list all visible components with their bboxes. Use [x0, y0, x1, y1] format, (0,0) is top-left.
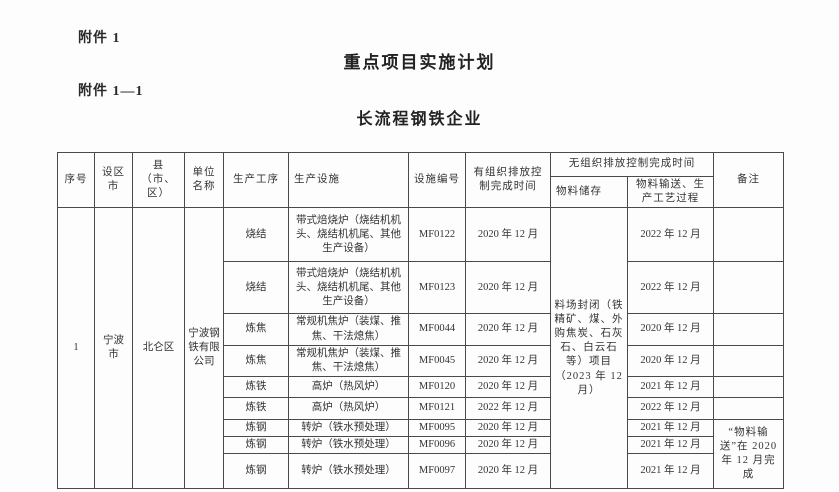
- process-cell: 炼铁: [223, 376, 289, 399]
- storage-cell: 料场封闭（铁精矿、煤、外购焦炭、石灰石、白云石等）项目（2023 年 12 月）: [550, 207, 628, 490]
- facility-cell: 转炉（铁水预处理）: [288, 453, 409, 490]
- attachment-label-1: 附件 1: [78, 31, 121, 46]
- col-header-facility-no: 设施编号: [408, 151, 466, 209]
- col-header-organized: 有组织排放控制完成时间: [465, 151, 551, 209]
- facility-cell: 转炉（铁水预处理）: [288, 419, 409, 438]
- col-header-conveying: 物料输送、生产工艺过程: [627, 175, 714, 209]
- facility-no-cell: MF0045: [408, 344, 466, 378]
- conveying-date-cell: 2021 年 12 月: [627, 453, 714, 490]
- organized-date-cell: 2020 年 12 月: [465, 313, 551, 346]
- col-header-process: 生产工序: [223, 151, 289, 209]
- table-row: 烧结 带式焙烧炉（烧结机机头、烧结机机尾、其他生产设备） MF0123 2020…: [58, 261, 784, 315]
- table-row: 1 宁波市 北仑区 宁波钢铁有限公司 烧结 带式焙烧炉（烧结机机头、烧结机机尾、…: [57, 207, 784, 490]
- remark-cell: [713, 344, 784, 378]
- facility-cell: 高炉（热风炉）: [288, 376, 409, 399]
- process-cell: 炼钢: [223, 436, 289, 455]
- conveying-date-cell: 2021 年 12 月: [627, 436, 714, 455]
- facility-no-cell: MF0096: [408, 436, 466, 455]
- remark-cell: [713, 397, 784, 421]
- facility-no-cell: MF0044: [408, 313, 466, 346]
- unit-cell: 宁波钢铁有限公司: [184, 207, 224, 490]
- facility-cell: 常规机焦炉（装煤、推焦、干法熄焦）: [288, 313, 409, 346]
- col-header-unit: 单位名称: [184, 151, 224, 209]
- organized-date-cell: 2020 年 12 月: [465, 207, 551, 263]
- remark-cell: [713, 207, 784, 263]
- conveying-date-cell: 2021 年 12 月: [627, 419, 714, 438]
- organized-date-cell: 2020 年 12 月: [465, 453, 551, 490]
- col-header-facility: 生产设施: [288, 151, 409, 209]
- organized-date-cell: 2022 年 12 月: [465, 397, 551, 421]
- process-cell: 炼钢: [223, 453, 289, 490]
- organized-date-cell: 2020 年 12 月: [465, 376, 551, 399]
- facility-no-cell: MF0121: [408, 397, 466, 421]
- table-row: 炼钢 转炉（铁水预处理） MF0097 2020 年 12 月 2021 年 1…: [58, 453, 784, 490]
- col-header-remark: 备注: [713, 151, 784, 209]
- col-header-seq: 序号: [57, 151, 95, 209]
- organized-date-cell: 2020 年 12 月: [465, 344, 551, 378]
- table-row: 炼铁 高炉（热风炉） MF0121 2022 年 12 月 2022 年 12 …: [58, 397, 784, 421]
- facility-cell: 转炉（铁水预处理）: [288, 436, 409, 455]
- facility-no-cell: MF0123: [408, 261, 466, 315]
- page-subtitle: 长流程钢铁企业: [356, 111, 483, 128]
- conveying-date-cell: 2020 年 12 月: [627, 313, 714, 346]
- header-row-1: 序号 设区市 县（市、区） 单位名称 生产工序 生产设施 设施编号 有组织排放控…: [57, 151, 784, 209]
- process-cell: 烧结: [223, 261, 289, 315]
- organized-date-cell: 2020 年 12 月: [465, 436, 551, 455]
- page-title: 重点项目实施计划: [343, 53, 496, 72]
- conveying-date-cell: 2021 年 12 月: [627, 376, 714, 399]
- table-row: 炼钢 转炉（铁水预处理） MF0096 2020 年 12 月 2021 年 1…: [58, 436, 784, 455]
- projects-table: 序号 设区市 县（市、区） 单位名称 生产工序 生产设施 设施编号 有组织排放控…: [57, 151, 784, 490]
- remark-cell: [713, 261, 784, 315]
- process-cell: 炼焦: [223, 344, 289, 378]
- facility-no-cell: MF0097: [408, 453, 466, 490]
- table-row: 炼焦 常规机焦炉（装煤、推焦、干法熄焦） MF0045 2020 年 12 月 …: [58, 344, 784, 378]
- col-header-storage: 物料储存: [550, 175, 628, 209]
- conveying-date-cell: 2022 年 12 月: [627, 261, 714, 315]
- col-header-county: 县（市、区）: [132, 151, 185, 209]
- conveying-date-cell: 2022 年 12 月: [627, 207, 714, 263]
- conveying-date-cell: 2020 年 12 月: [627, 344, 714, 378]
- facility-cell: 带式焙烧炉（烧结机机头、烧结机机尾、其他生产设备）: [288, 261, 409, 315]
- attachment-label-1-1: 附件 1—1: [78, 84, 144, 99]
- facility-cell: 带式焙烧炉（烧结机机头、烧结机机尾、其他生产设备）: [288, 207, 409, 263]
- col-header-city: 设区市: [94, 151, 133, 209]
- remark-merged-cell: “物料输送”在 2020 年 12 月完成: [713, 419, 784, 490]
- facility-no-cell: MF0122: [408, 207, 466, 263]
- organized-date-cell: 2020 年 12 月: [465, 261, 551, 315]
- seq-cell: 1: [57, 207, 95, 490]
- process-cell: 炼铁: [223, 397, 289, 421]
- organized-date-cell: 2020 年 12 月: [465, 419, 551, 438]
- remark-cell: [713, 376, 784, 399]
- process-cell: 炼焦: [223, 313, 289, 346]
- process-cell: 炼钢: [223, 419, 289, 438]
- remark-cell: [713, 313, 784, 346]
- col-header-unorganized-group: 无组织排放控制完成时间: [550, 152, 714, 177]
- facility-no-cell: MF0095: [408, 419, 466, 438]
- county-cell: 北仑区: [132, 207, 185, 490]
- header-row-2: 物料储存 物料输送、生产工艺过程: [58, 175, 784, 209]
- process-cell: 烧结: [223, 207, 289, 263]
- city-cell: 宁波市: [94, 207, 133, 490]
- facility-cell: 常规机焦炉（装煤、推焦、干法熄焦）: [288, 344, 409, 378]
- facility-cell: 高炉（热风炉）: [288, 397, 409, 421]
- facility-no-cell: MF0120: [408, 376, 466, 399]
- conveying-date-cell: 2022 年 12 月: [627, 397, 714, 421]
